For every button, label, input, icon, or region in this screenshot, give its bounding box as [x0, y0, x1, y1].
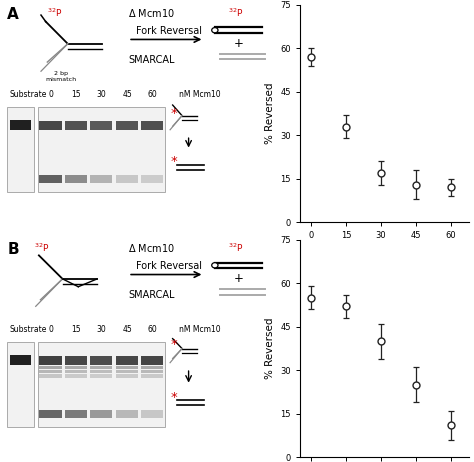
- Bar: [116, 356, 138, 365]
- Text: SMARCAL: SMARCAL: [128, 290, 175, 300]
- Text: Substrate: Substrate: [10, 325, 47, 334]
- Text: 60: 60: [148, 325, 157, 334]
- Y-axis label: % Reversed: % Reversed: [264, 318, 274, 379]
- Text: $\Delta$ Mcm10: $\Delta$ Mcm10: [128, 7, 175, 19]
- Bar: [10, 120, 31, 130]
- Bar: [8, 107, 34, 192]
- Bar: [39, 175, 62, 183]
- Bar: [39, 366, 62, 369]
- Text: Fork Reversal: Fork Reversal: [136, 261, 202, 272]
- Text: *: *: [171, 391, 178, 404]
- Bar: [116, 370, 138, 373]
- Bar: [64, 366, 87, 369]
- Bar: [64, 356, 87, 365]
- Text: SMARCAL: SMARCAL: [128, 55, 175, 65]
- Bar: [39, 410, 62, 419]
- Bar: [64, 410, 87, 419]
- Bar: [39, 356, 62, 365]
- Bar: [90, 370, 112, 373]
- Bar: [116, 175, 138, 183]
- Text: $\Delta$ Mcm10: $\Delta$ Mcm10: [128, 242, 175, 254]
- Bar: [116, 121, 138, 130]
- Text: B: B: [8, 242, 19, 257]
- Text: 60: 60: [148, 90, 157, 99]
- Bar: [37, 107, 165, 192]
- Text: 2 bp
mismatch: 2 bp mismatch: [46, 71, 77, 82]
- Text: $^{32}$P: $^{32}$P: [228, 7, 244, 19]
- Text: *: *: [171, 155, 178, 168]
- Circle shape: [212, 263, 218, 268]
- Text: 30: 30: [97, 90, 107, 99]
- Bar: [37, 342, 165, 427]
- Bar: [116, 374, 138, 377]
- Circle shape: [212, 28, 218, 33]
- Text: nM Mcm10: nM Mcm10: [179, 90, 221, 99]
- Bar: [141, 121, 164, 130]
- Bar: [141, 370, 164, 373]
- Text: $^{32}$P: $^{32}$P: [228, 242, 244, 254]
- Bar: [116, 366, 138, 369]
- Bar: [64, 121, 87, 130]
- Bar: [90, 366, 112, 369]
- Text: *: *: [171, 107, 178, 120]
- Text: 15: 15: [72, 325, 81, 334]
- Text: Fork Reversal: Fork Reversal: [136, 26, 202, 36]
- Text: 0: 0: [48, 325, 53, 334]
- Text: $^{32}$P: $^{32}$P: [34, 242, 49, 254]
- Bar: [141, 374, 164, 377]
- Text: +: +: [234, 273, 244, 286]
- X-axis label: nM Mcm10: nM Mcm10: [356, 246, 413, 256]
- Text: A: A: [8, 7, 19, 22]
- Bar: [10, 355, 31, 365]
- Text: 45: 45: [122, 90, 132, 99]
- Text: *: *: [171, 338, 178, 351]
- Bar: [39, 374, 62, 377]
- Bar: [64, 175, 87, 183]
- Bar: [64, 370, 87, 373]
- Text: 45: 45: [122, 325, 132, 334]
- Bar: [141, 356, 164, 365]
- Bar: [141, 410, 164, 419]
- Y-axis label: % Reversed: % Reversed: [264, 83, 274, 144]
- Text: nM Mcm10: nM Mcm10: [179, 325, 221, 334]
- Bar: [90, 374, 112, 377]
- Text: 30: 30: [97, 325, 107, 334]
- Text: Substrate: Substrate: [10, 90, 47, 99]
- Text: 0: 0: [48, 90, 53, 99]
- Bar: [141, 366, 164, 369]
- Bar: [90, 175, 112, 183]
- Bar: [141, 175, 164, 183]
- Text: 15: 15: [72, 90, 81, 99]
- Bar: [64, 374, 87, 377]
- Text: +: +: [234, 37, 244, 50]
- Bar: [39, 370, 62, 373]
- Bar: [116, 410, 138, 419]
- Bar: [39, 121, 62, 130]
- Bar: [90, 356, 112, 365]
- Bar: [90, 121, 112, 130]
- Text: $^{32}$P: $^{32}$P: [47, 7, 63, 19]
- Bar: [8, 342, 34, 427]
- Bar: [90, 410, 112, 419]
